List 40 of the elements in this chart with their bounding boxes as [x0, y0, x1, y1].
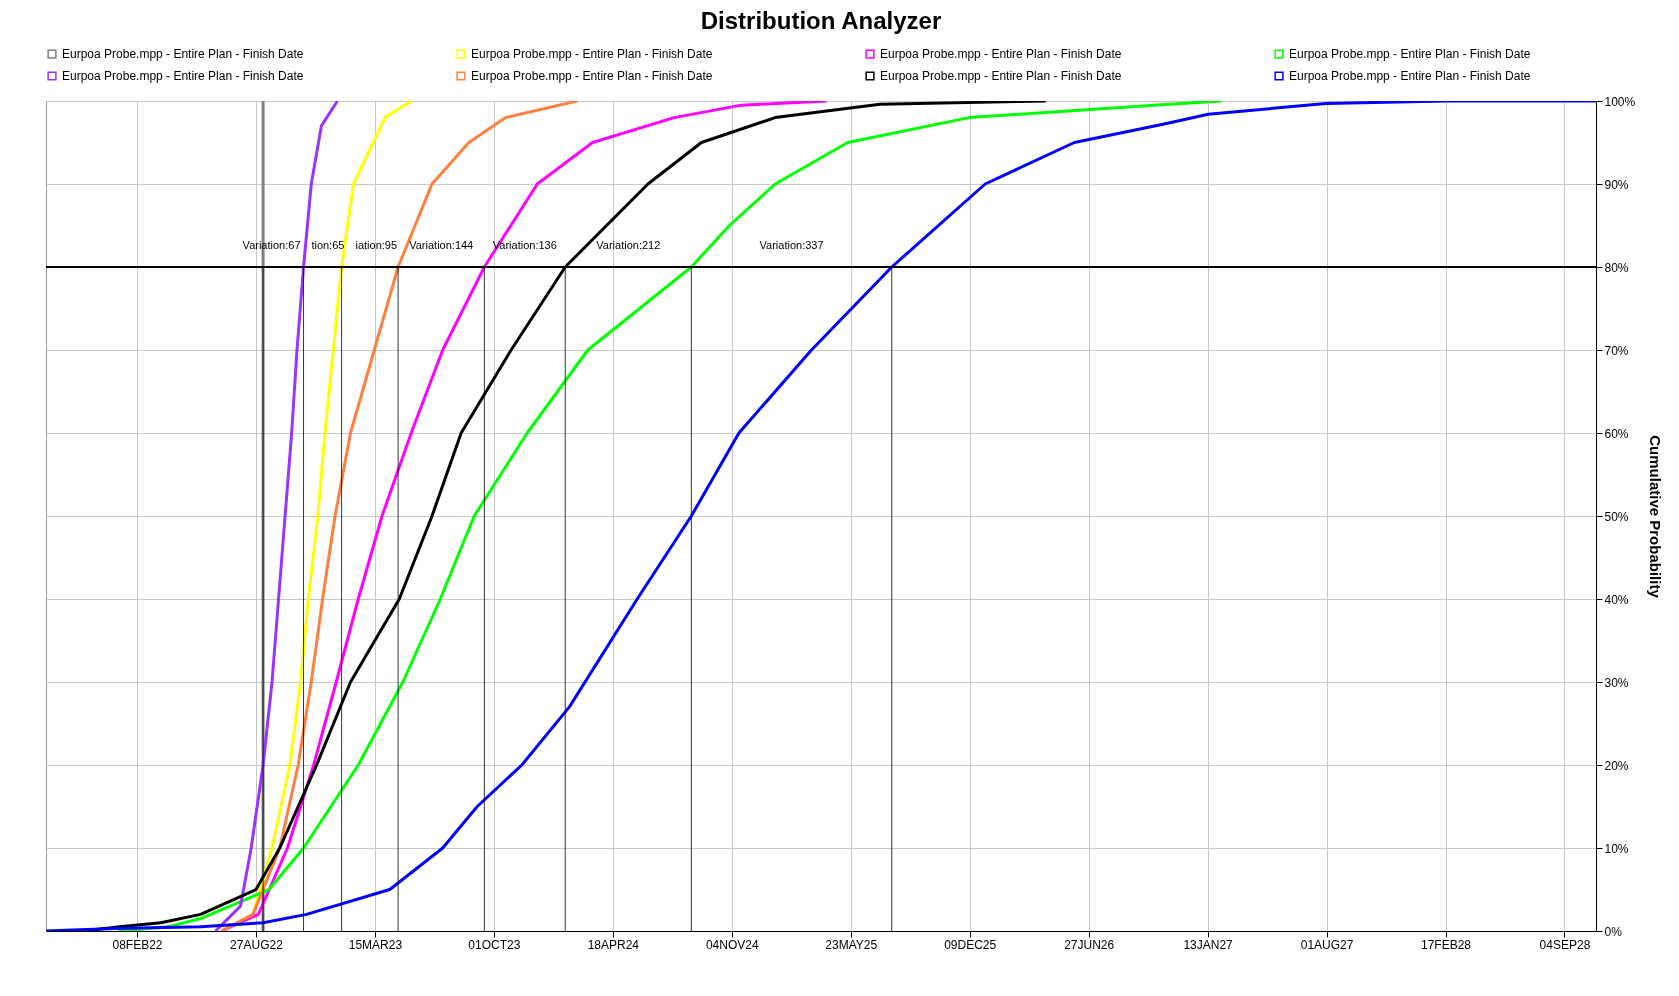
annotation: tion:65 — [311, 239, 345, 251]
y-tick-label: 10% — [1604, 841, 1629, 856]
x-tick-label: 01OCT23 — [468, 937, 521, 952]
x-tick-label: 13JAN27 — [1183, 937, 1234, 952]
x-tick-label: 09DEC25 — [944, 937, 997, 952]
legend-label: Eurpoa Probe.mpp - Entire Plan - Finish Date — [880, 47, 1122, 62]
y-tick-label: 50% — [1604, 509, 1629, 524]
y-tick-label: 70% — [1604, 343, 1629, 358]
annotation: Variation:337 — [759, 239, 824, 251]
y-tick-label: 0% — [1604, 924, 1623, 939]
y-tick-label: 100% — [1604, 94, 1636, 109]
x-tick-label: 23MAY25 — [825, 937, 878, 952]
annotation: iation:95 — [355, 239, 398, 251]
y-axis-title: Cumulative Probability — [1647, 435, 1665, 599]
y-tick-label: 90% — [1604, 177, 1629, 192]
legend-label: Eurpoa Probe.mpp - Entire Plan - Finish Date — [1289, 47, 1531, 62]
y-tick-label: 30% — [1604, 675, 1629, 690]
x-tick-label: 04SEP28 — [1539, 937, 1591, 952]
x-tick-label: 15MAR23 — [348, 937, 403, 952]
annotation: Variation:67 — [242, 239, 301, 251]
x-tick-label: 27JUN26 — [1064, 937, 1115, 952]
legend-label: Eurpoa Probe.mpp - Entire Plan - Finish Date — [62, 47, 304, 62]
y-tick-label: 20% — [1604, 758, 1629, 773]
y-tick-label: 40% — [1604, 592, 1629, 607]
legend-label: Eurpoa Probe.mpp - Entire Plan - Finish Date — [471, 47, 713, 62]
x-tick-label: 18APR24 — [587, 937, 640, 952]
legend-label: Eurpoa Probe.mpp - Entire Plan - Finish Date — [880, 69, 1122, 83]
legend-label: Eurpoa Probe.mpp - Entire Plan - Finish Date — [471, 69, 713, 83]
chart-title: Distribution Analyzer — [700, 7, 942, 34]
y-tick-label: 60% — [1604, 426, 1629, 441]
x-tick-label: 17FEB28 — [1421, 937, 1472, 952]
x-tick-label: 27AUG22 — [230, 937, 284, 952]
legend-label: Eurpoa Probe.mpp - Entire Plan - Finish Date — [62, 69, 304, 83]
annotation: Variation:144 — [409, 239, 474, 251]
legend-label: Eurpoa Probe.mpp - Entire Plan - Finish Date — [1289, 69, 1531, 83]
x-tick-label: 08FEB22 — [112, 937, 163, 952]
x-tick-label: 04NOV24 — [705, 937, 759, 952]
annotation: Variation:212 — [596, 239, 661, 251]
x-tick-label: 01AUG27 — [1300, 937, 1354, 952]
y-tick-label: 80% — [1604, 260, 1629, 275]
